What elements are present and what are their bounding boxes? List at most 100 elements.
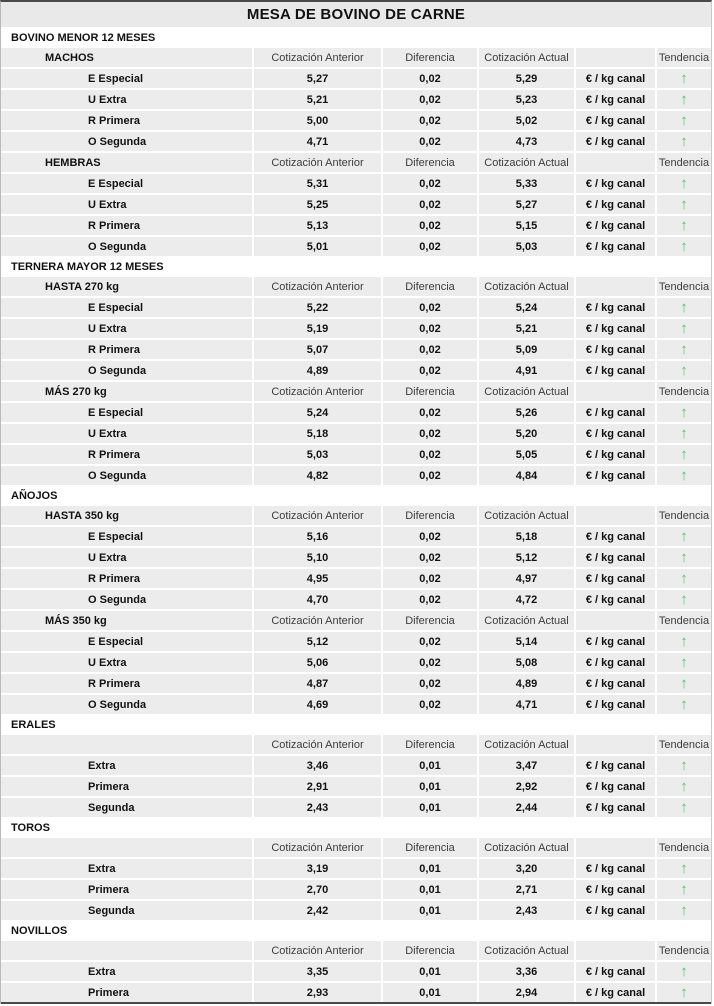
curr-quote-value: 2,44 — [479, 798, 574, 817]
column-header-trend: Tendencia — [657, 611, 711, 630]
group-title — [1, 735, 252, 754]
unit-label: € / kg canal — [576, 569, 655, 588]
group-header-row: Cotización Anterior Diferencia Cotizació… — [1, 838, 711, 857]
curr-quote-value: 5,29 — [479, 69, 574, 88]
diff-value: 0,02 — [383, 237, 477, 256]
unit-label: € / kg canal — [576, 466, 655, 485]
unit-label: € / kg canal — [576, 880, 655, 899]
group-header-row: MACHOS Cotización Anterior Diferencia Co… — [1, 48, 711, 67]
diff-value: 0,02 — [383, 90, 477, 109]
prev-quote-value: 5,07 — [254, 340, 381, 359]
diff-value: 0,01 — [383, 798, 477, 817]
row-label: U Extra — [1, 548, 252, 567]
column-header-diff: Diferencia — [383, 506, 477, 525]
section-header-row: TERNERA MAYOR 12 MESES — [1, 258, 711, 275]
table-row: E Especial 5,12 0,02 5,14 € / kg canal ↑ — [1, 632, 711, 651]
prev-quote-value: 5,06 — [254, 653, 381, 672]
column-header-prev: Cotización Anterior — [254, 506, 381, 525]
column-header-unit-spacer — [576, 838, 655, 857]
row-label: Extra — [1, 962, 252, 981]
unit-label: € / kg canal — [576, 653, 655, 672]
table-row: E Especial 5,27 0,02 5,29 € / kg canal ↑ — [1, 69, 711, 88]
table-row: U Extra 5,19 0,02 5,21 € / kg canal ↑ — [1, 319, 711, 338]
column-header-unit-spacer — [576, 153, 655, 172]
curr-quote-value: 5,26 — [479, 403, 574, 422]
prev-quote-value: 3,19 — [254, 859, 381, 878]
table-row: U Extra 5,25 0,02 5,27 € / kg canal ↑ — [1, 195, 711, 214]
curr-quote-value: 5,20 — [479, 424, 574, 443]
prev-quote-value: 5,24 — [254, 403, 381, 422]
diff-value: 0,02 — [383, 340, 477, 359]
curr-quote-value: 5,14 — [479, 632, 574, 651]
trend-up-arrow-icon: ↑ — [657, 69, 711, 88]
unit-label: € / kg canal — [576, 361, 655, 380]
table-row: Primera 2,91 0,01 2,92 € / kg canal ↑ — [1, 777, 711, 796]
column-header-curr: Cotización Actual — [479, 382, 574, 401]
curr-quote-value: 4,97 — [479, 569, 574, 588]
unit-label: € / kg canal — [576, 69, 655, 88]
prev-quote-value: 5,18 — [254, 424, 381, 443]
prev-quote-value: 3,35 — [254, 962, 381, 981]
diff-value: 0,02 — [383, 132, 477, 151]
unit-label: € / kg canal — [576, 216, 655, 235]
curr-quote-value: 3,36 — [479, 962, 574, 981]
curr-quote-value: 4,84 — [479, 466, 574, 485]
prev-quote-value: 5,21 — [254, 90, 381, 109]
row-label: O Segunda — [1, 466, 252, 485]
table-row: R Primera 5,00 0,02 5,02 € / kg canal ↑ — [1, 111, 711, 130]
row-label: E Especial — [1, 632, 252, 651]
row-label: O Segunda — [1, 361, 252, 380]
curr-quote-value: 5,21 — [479, 319, 574, 338]
diff-value: 0,02 — [383, 174, 477, 193]
trend-up-arrow-icon: ↑ — [657, 132, 711, 151]
trend-up-arrow-icon: ↑ — [657, 216, 711, 235]
column-header-diff: Diferencia — [383, 735, 477, 754]
row-label: U Extra — [1, 90, 252, 109]
table-row: U Extra 5,06 0,02 5,08 € / kg canal ↑ — [1, 653, 711, 672]
column-header-unit-spacer — [576, 277, 655, 296]
table-row: U Extra 5,10 0,02 5,12 € / kg canal ↑ — [1, 548, 711, 567]
diff-value: 0,01 — [383, 756, 477, 775]
prev-quote-value: 4,82 — [254, 466, 381, 485]
column-header-prev: Cotización Anterior — [254, 153, 381, 172]
column-header-diff: Diferencia — [383, 382, 477, 401]
section-header-row: AÑOJOS — [1, 487, 711, 504]
curr-quote-value: 4,71 — [479, 695, 574, 714]
unit-label: € / kg canal — [576, 695, 655, 714]
column-header-prev: Cotización Anterior — [254, 735, 381, 754]
trend-up-arrow-icon: ↑ — [657, 798, 711, 817]
column-header-trend: Tendencia — [657, 941, 711, 960]
prev-quote-value: 5,01 — [254, 237, 381, 256]
column-header-curr: Cotización Actual — [479, 277, 574, 296]
row-label: U Extra — [1, 653, 252, 672]
trend-up-arrow-icon: ↑ — [657, 674, 711, 693]
trend-up-arrow-icon: ↑ — [657, 653, 711, 672]
prev-quote-value: 4,69 — [254, 695, 381, 714]
trend-up-arrow-icon: ↑ — [657, 424, 711, 443]
unit-label: € / kg canal — [576, 859, 655, 878]
table-row: R Primera 5,13 0,02 5,15 € / kg canal ↑ — [1, 216, 711, 235]
column-header-curr: Cotización Actual — [479, 838, 574, 857]
diff-value: 0,02 — [383, 695, 477, 714]
column-header-unit-spacer — [576, 506, 655, 525]
table-row: Segunda 2,42 0,01 2,43 € / kg canal ↑ — [1, 901, 711, 920]
diff-value: 0,02 — [383, 653, 477, 672]
diff-value: 0,02 — [383, 466, 477, 485]
curr-quote-value: 5,05 — [479, 445, 574, 464]
prev-quote-value: 5,10 — [254, 548, 381, 567]
curr-quote-value: 5,27 — [479, 195, 574, 214]
section-header-row: ERALES — [1, 716, 711, 733]
row-label: E Especial — [1, 174, 252, 193]
curr-quote-value: 4,72 — [479, 590, 574, 609]
column-header-curr: Cotización Actual — [479, 941, 574, 960]
prev-quote-value: 4,71 — [254, 132, 381, 151]
prev-quote-value: 5,03 — [254, 445, 381, 464]
prev-quote-value: 5,13 — [254, 216, 381, 235]
curr-quote-value: 4,91 — [479, 361, 574, 380]
column-header-prev: Cotización Anterior — [254, 48, 381, 67]
trend-up-arrow-icon: ↑ — [657, 777, 711, 796]
unit-label: € / kg canal — [576, 548, 655, 567]
unit-label: € / kg canal — [576, 237, 655, 256]
trend-up-arrow-icon: ↑ — [657, 756, 711, 775]
group-title — [1, 838, 252, 857]
